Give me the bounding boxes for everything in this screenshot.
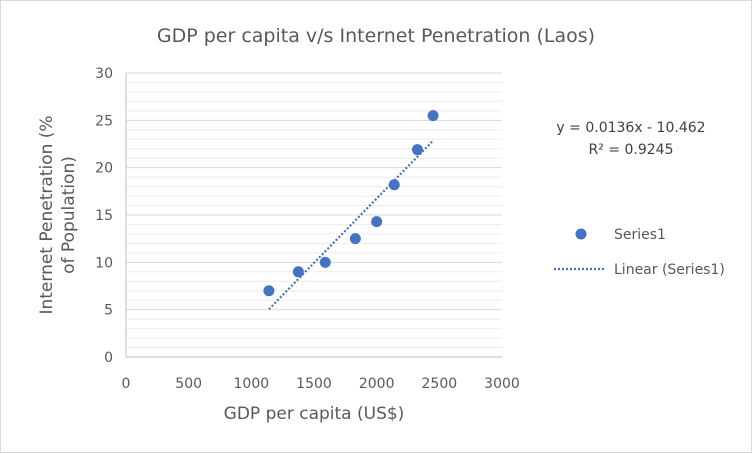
data-point [349, 233, 361, 245]
data-point [319, 256, 331, 268]
legend-label-trendline: Linear (Series1) [614, 262, 725, 278]
data-point [292, 266, 304, 278]
chart-title: GDP per capita v/s Internet Penetration … [157, 25, 595, 47]
x-tick-label: 1000 [234, 376, 270, 392]
y-tick-label: 15 [95, 208, 113, 224]
trendline [268, 139, 434, 311]
x-tick-labels: 0 500 1000 1500 2000 2500 3000 [122, 376, 520, 392]
data-point [388, 179, 400, 191]
data-point [427, 110, 439, 122]
trendline-path [268, 139, 434, 311]
y-tick-label: 0 [104, 350, 113, 366]
y-tick-label: 20 [95, 161, 113, 177]
x-tick-label: 2000 [359, 376, 395, 392]
data-points [263, 110, 439, 297]
x-tick-label: 2500 [422, 376, 458, 392]
x-axis-title: GDP per capita (US$) [224, 404, 405, 424]
x-tick-label: 1500 [296, 376, 332, 392]
trendline-r-squared: R² = 0.9245 [589, 142, 674, 158]
data-point [411, 144, 423, 156]
x-tick-label: 3000 [484, 376, 520, 392]
x-tick-label: 0 [122, 376, 131, 392]
gridlines [126, 72, 502, 349]
data-point [263, 285, 275, 297]
y-tick-labels: 0 5 10 15 20 25 30 [95, 66, 113, 366]
legend: Series1 Linear (Series1) [554, 227, 725, 278]
y-tick-label: 30 [95, 66, 113, 82]
y-tick-label: 5 [104, 303, 113, 319]
x-tick-label: 500 [175, 376, 202, 392]
data-point [371, 216, 383, 228]
y-axis-title: Internet Penetration (% of Population) [37, 115, 79, 314]
trendline-equation: y = 0.0136x - 10.462 [556, 120, 705, 136]
y-tick-label: 25 [95, 113, 113, 129]
y-tick-label: 10 [95, 255, 113, 271]
legend-label-series1: Series1 [614, 227, 666, 243]
legend-marker-series1 [575, 228, 587, 240]
axes [125, 73, 502, 358]
